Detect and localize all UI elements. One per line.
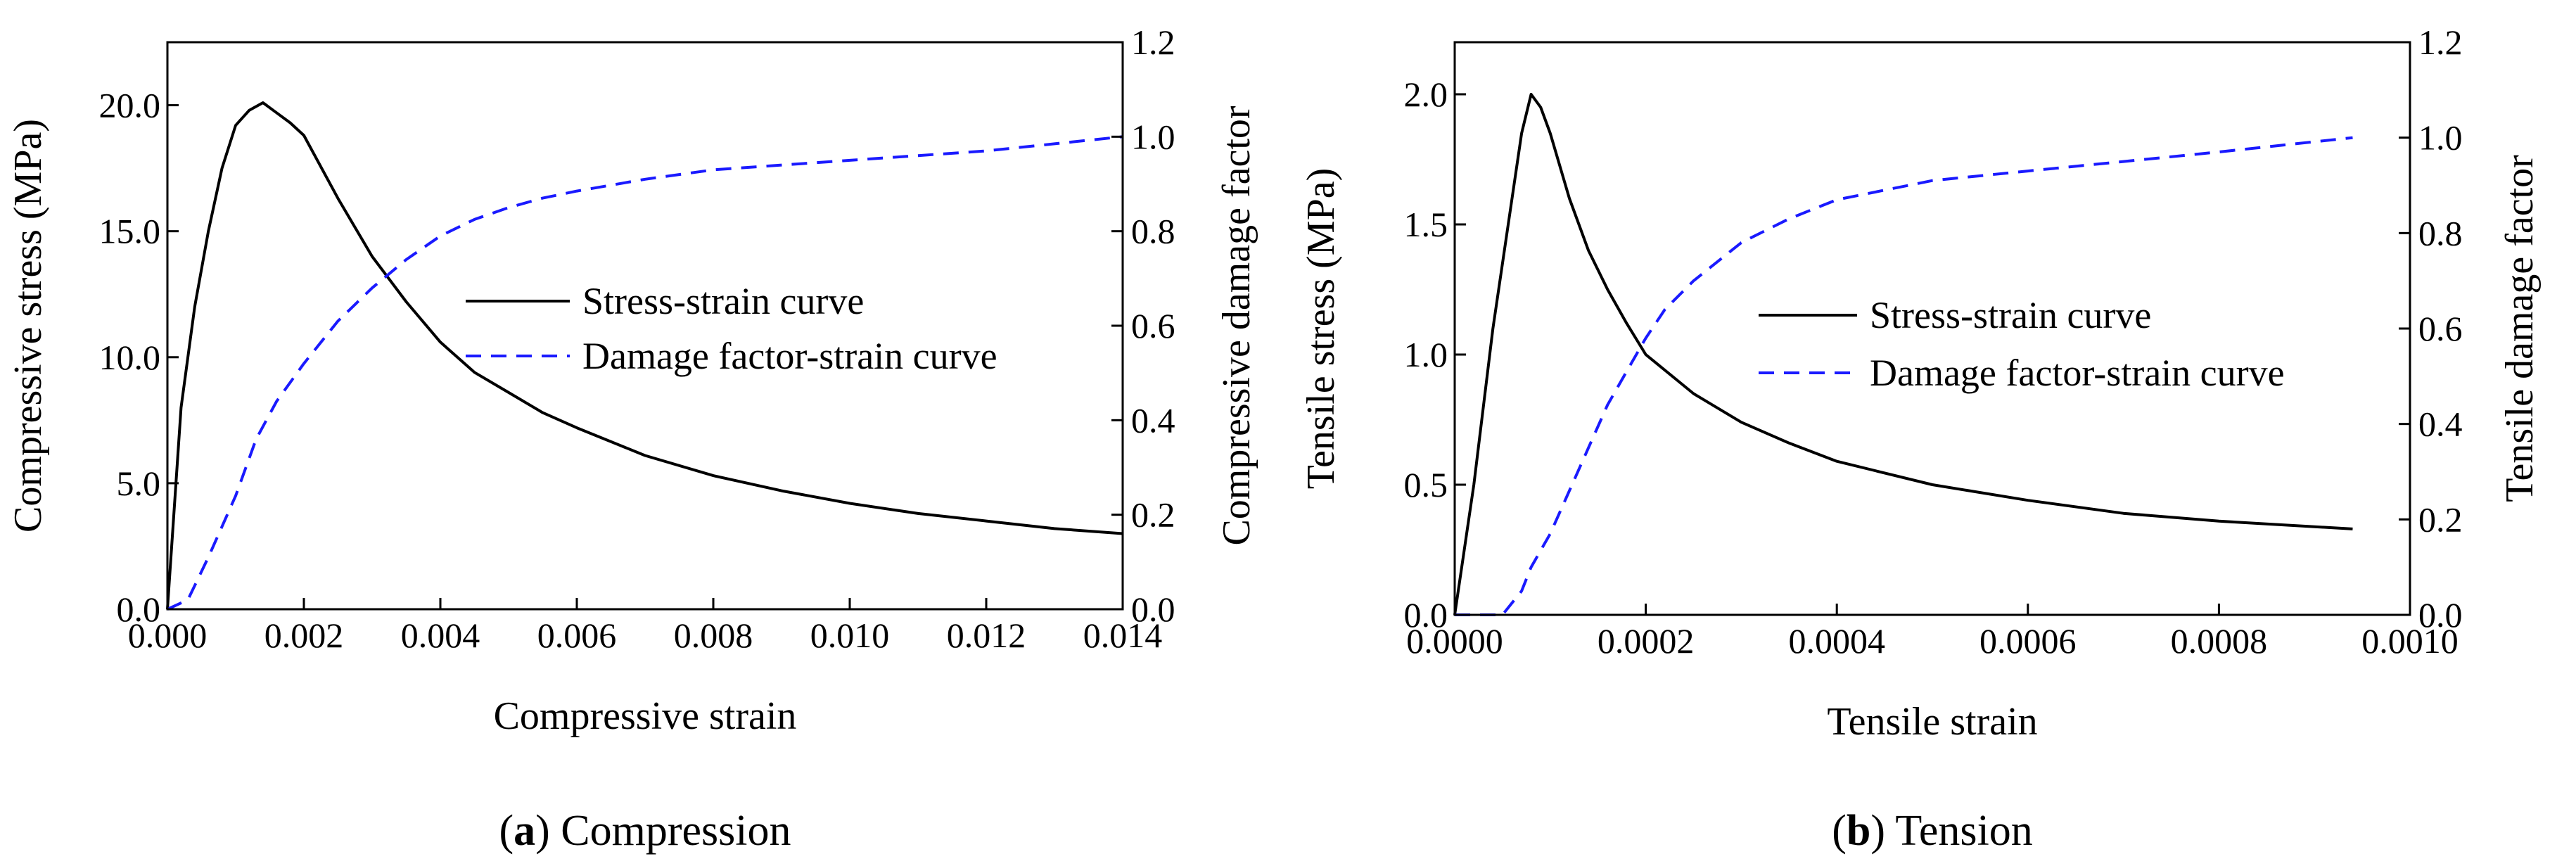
panel-b-y-right-tick-label: 0.0 [2418, 595, 2463, 635]
panel-b-series-damage-factor-curve [1455, 136, 2353, 616]
panel-a-y-left-axis-label: Compressive stress (MPa) [6, 119, 50, 533]
panel-a-plot-area [166, 101, 1123, 611]
panel-a-x-tick-label: 0.014 [1083, 616, 1163, 655]
panel-b-caption: (b) Tension [1832, 807, 2033, 855]
panel-b-x-tick-label: 0.0010 [2361, 621, 2459, 661]
panel-b-x-tick-label: 0.0000 [1406, 621, 1503, 661]
panel-b-x-axis-label: Tensile strain [1827, 700, 2037, 744]
panel-b-ticks: 0.0000 0.0002 0.0004 0.0006 0.0008 0.00100.00… [1404, 23, 2463, 661]
panel-b-y-right-tick-label: 0.8 [2418, 213, 2463, 253]
panel-a-caption: (a) Compression [499, 807, 791, 855]
panel-a-y-left-tick-label: 20.0 [99, 86, 161, 125]
panel-a-x-axis-label: Compressive strain [494, 694, 797, 738]
panel-a-y-left-tick-label: 5.0 [117, 464, 161, 503]
panel-a-legend-damage-label: Damage factor-strain curve [582, 335, 997, 377]
panel-b-y-right-axis-label: Tensile damage factor [2498, 155, 2542, 502]
panel-a-axes-frame [166, 41, 1124, 611]
panel-b-y-left-tick-label: 1.0 [1404, 335, 1448, 374]
panel-b-legend-damage-label: Damage factor-strain curve [1870, 352, 2285, 394]
panel-a-legend-stress-label: Stress-strain curve [582, 280, 864, 322]
panel-b-y-right-tick-label: 0.2 [2418, 499, 2463, 539]
panel-a-y-right-tick-label: 0.4 [1131, 400, 1175, 440]
panel-a-y-right-axis-label: Compressive damage factor [1215, 106, 1258, 545]
panel-a-x-tick-label: 0.012 [947, 616, 1026, 655]
panel-b-legend-stress-label: Stress-strain curve [1870, 294, 2151, 336]
panel-a-y-left-tick-label: 0.0 [117, 590, 161, 629]
panel-a-y-right-tick-label: 0.8 [1131, 212, 1175, 251]
panel-a-caption-letter: a [514, 807, 535, 855]
panel-b-caption-text: Tension [1895, 807, 2032, 855]
panel-b-y-right-tick-label: 0.6 [2418, 309, 2463, 348]
panel-b-x-tick-label: 0.0004 [1788, 621, 1885, 661]
panel-a-series-stress-strain-curve [166, 101, 1123, 610]
panel-b-y-right-tick-label: 1.2 [2418, 23, 2463, 62]
panel-a-ticks: 0.000 0.002 0.004 0.006 0.008 0.010 0.012 0.014… [99, 23, 1175, 655]
panel-b-x-tick-label: 0.0008 [2171, 621, 2268, 661]
panel-a-x-tick-label: 0.002 [264, 616, 344, 655]
panel-b-tension: 0.0000 0.0002 0.0004 0.0006 0.0008 0.00100.00… [1299, 23, 2542, 855]
panel-a-x-tick-label: 0.000 [128, 616, 208, 655]
panel-b-series-stress-strain-curve [1453, 93, 2353, 616]
panel-a-y-left-tick-label: 15.0 [99, 212, 161, 251]
panel-b-x-tick-label: 0.0006 [1979, 621, 2077, 661]
panel-a-x-tick-label: 0.010 [810, 616, 890, 655]
panel-b-plot-area [1453, 93, 2353, 616]
panel-b-caption-letter: b [1847, 807, 1870, 855]
panel-a-y-right-tick-label: 1.2 [1131, 23, 1175, 62]
panel-a-y-right-tick-label: 1.0 [1131, 117, 1175, 156]
panel-a-compression: 0.000 0.002 0.004 0.006 0.008 0.010 0.012 0.014… [6, 23, 1258, 855]
panel-b-y-left-tick-label: 1.5 [1404, 205, 1448, 244]
panel-a-y-left-tick-label: 10.0 [99, 338, 161, 377]
panel-a-y-right-tick-label: 0.0 [1131, 590, 1175, 629]
panel-a-series-damage-factor-curve [167, 135, 1123, 611]
panel-a-x-tick-label: 0.006 [537, 616, 617, 655]
panel-a-y-right-tick-label: 0.6 [1131, 306, 1175, 345]
panel-b-y-left-tick-label: 0.5 [1404, 465, 1448, 504]
panel-b-x-tick-label: 0.0002 [1598, 621, 1695, 661]
panel-b-y-left-axis-label: Tensile stress (MPa) [1299, 168, 1343, 489]
panel-b-y-left-tick-label: 0.0 [1404, 595, 1448, 635]
panel-b-y-left-tick-label: 2.0 [1404, 75, 1448, 114]
panel-b-y-right-tick-label: 1.0 [2418, 118, 2463, 158]
panel-a-y-right-tick-label: 0.2 [1131, 495, 1175, 535]
panel-a-x-tick-label: 0.008 [674, 616, 753, 655]
panel-a-caption-text: Compression [561, 807, 791, 855]
panel-a-x-tick-label: 0.004 [401, 616, 480, 655]
panel-b-y-right-tick-label: 0.4 [2418, 405, 2463, 444]
